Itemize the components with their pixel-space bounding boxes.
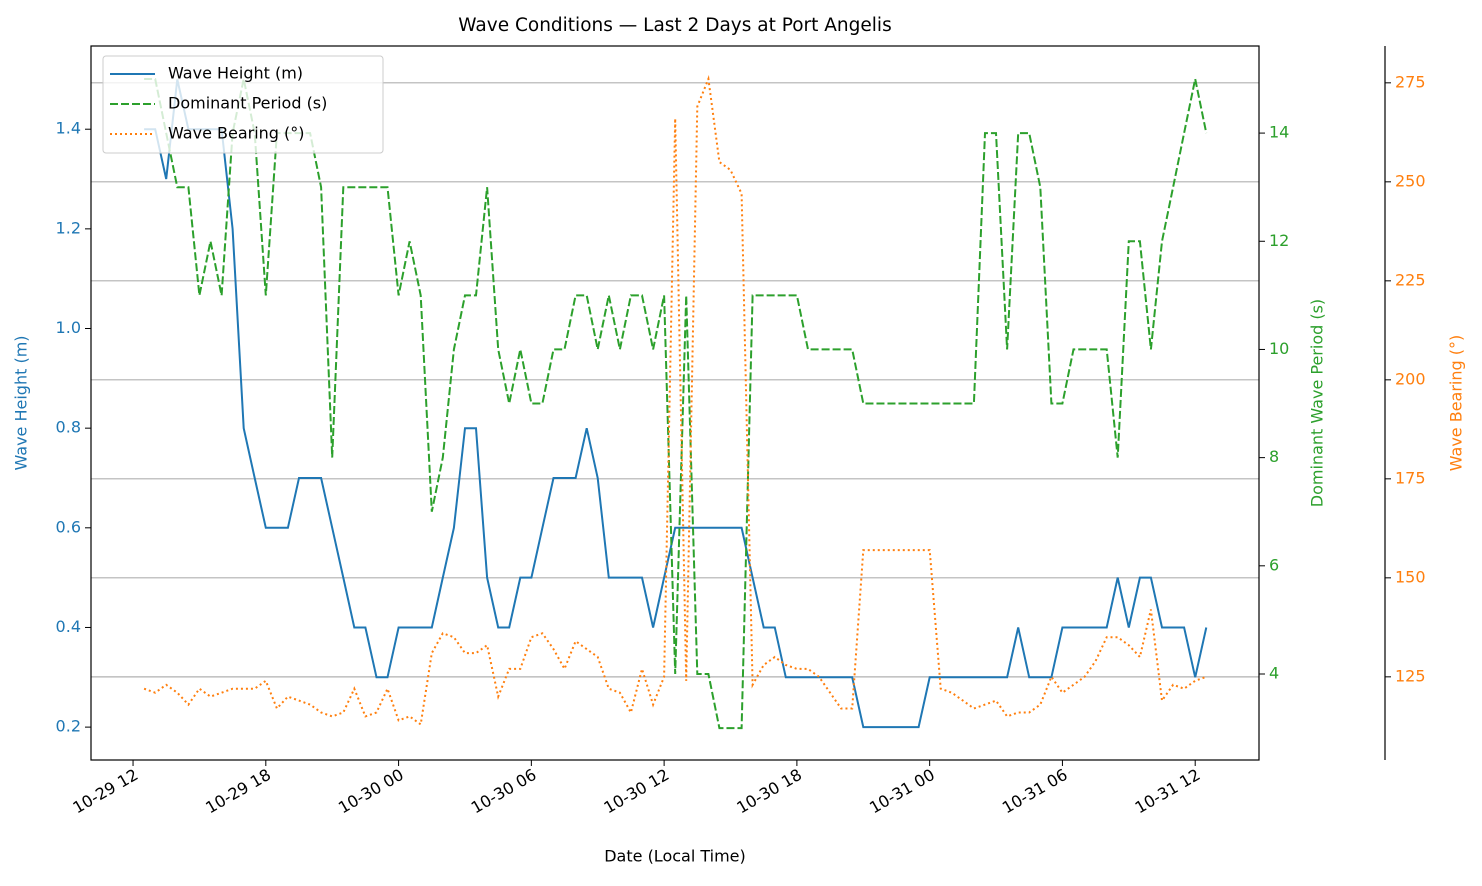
y-tick-label: 6 — [1269, 555, 1279, 574]
x-tick-label: 10-30 06 — [468, 765, 540, 817]
y-tick-label: 175 — [1395, 468, 1426, 487]
y-tick-label: 10 — [1269, 339, 1289, 358]
y-tick-label: 250 — [1395, 171, 1426, 190]
x-tick-label: 10-31 12 — [1132, 765, 1204, 817]
x-tick-label: 10-30 12 — [601, 765, 673, 817]
y-tick-label: 0.4 — [56, 617, 81, 636]
series-line — [144, 79, 1208, 729]
series-line — [143, 74, 1207, 727]
x-tick-label: 10-29 12 — [69, 765, 141, 817]
y-axis-label: Wave Bearing (°) — [1447, 335, 1466, 472]
y-tick-label: 275 — [1395, 72, 1426, 91]
y-tick-label: 0.6 — [56, 517, 81, 536]
x-tick-label: 10-31 00 — [866, 765, 938, 817]
y-tick-label: 12 — [1269, 231, 1289, 250]
legend-label: Dominant Period (s) — [168, 94, 327, 113]
series-line — [144, 78, 1208, 730]
y-tick-label: 4 — [1269, 663, 1279, 682]
y-axis-label: Dominant Wave Period (s) — [1308, 299, 1327, 507]
x-tick-label: 10-29 18 — [202, 765, 274, 817]
plot-frame — [90, 45, 1260, 761]
y-tick-label: 8 — [1269, 447, 1279, 466]
y-tick-label: 0.8 — [56, 418, 81, 437]
x-tick-label: 10-31 06 — [999, 765, 1071, 817]
legend: Wave Height (m) Dominant Period (s) Wave B… — [102, 55, 384, 154]
legend-label: Wave Bearing (°) — [168, 124, 305, 143]
y-tick-label: 1.4 — [56, 119, 81, 138]
y-tick-label: 200 — [1395, 369, 1426, 388]
y-tick-label: 0.2 — [56, 717, 81, 736]
x-axis-label: Date (Local Time) — [604, 847, 746, 866]
y-tick-label: 225 — [1395, 270, 1426, 289]
y-tick-label: 14 — [1269, 123, 1289, 142]
y-tick-label: 125 — [1395, 666, 1426, 685]
y-axis-label: Wave Height (m) — [12, 335, 31, 470]
x-tick-label: 10-30 18 — [733, 765, 805, 817]
y-tick-label: 1.0 — [56, 318, 81, 337]
chart-title: Wave Conditions — Last 2 Days at Port An… — [458, 15, 891, 36]
y-tick-label: 1.2 — [56, 218, 81, 237]
legend-box — [102, 55, 384, 154]
x-tick-label: 10-30 00 — [335, 765, 407, 817]
legend-label: Wave Height (m) — [168, 64, 303, 83]
y-tick-label: 150 — [1395, 567, 1426, 586]
